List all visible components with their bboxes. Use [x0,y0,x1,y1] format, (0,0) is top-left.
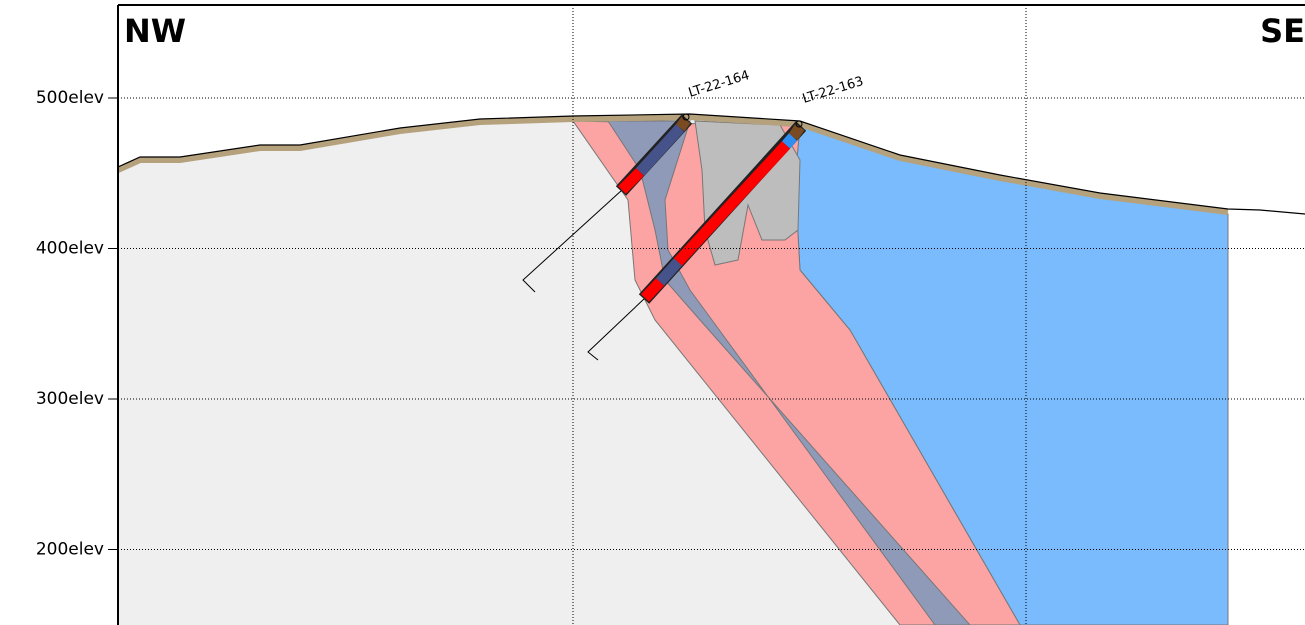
y-tick-label: 300elev [36,389,104,409]
overburden [118,113,1229,215]
y-tick-label: 200elev [36,540,104,560]
axis: 500elev 400elev 300elev 200elev [36,88,1305,560]
hole-interval [618,168,644,194]
geology [118,113,1305,625]
hole-label: LT-22-163 [801,74,866,107]
y-tick-label: 400elev [36,239,104,259]
hole-interval [673,141,791,266]
hole-interval [781,133,798,149]
y-tick-label: 500elev [36,88,104,108]
topography [118,113,1305,215]
hole-interval [788,123,805,141]
hole-interval [635,124,685,176]
hole-trace [522,189,623,293]
hole-trace [587,297,646,361]
hole-interval [640,278,665,302]
collar [795,120,803,128]
direction-left: NW [124,12,186,50]
hole-interval [675,116,691,132]
hole-interval [655,258,683,286]
collar [682,113,690,121]
hole-label: LT-22-164 [687,68,752,101]
direction-right: SE [1260,12,1305,50]
